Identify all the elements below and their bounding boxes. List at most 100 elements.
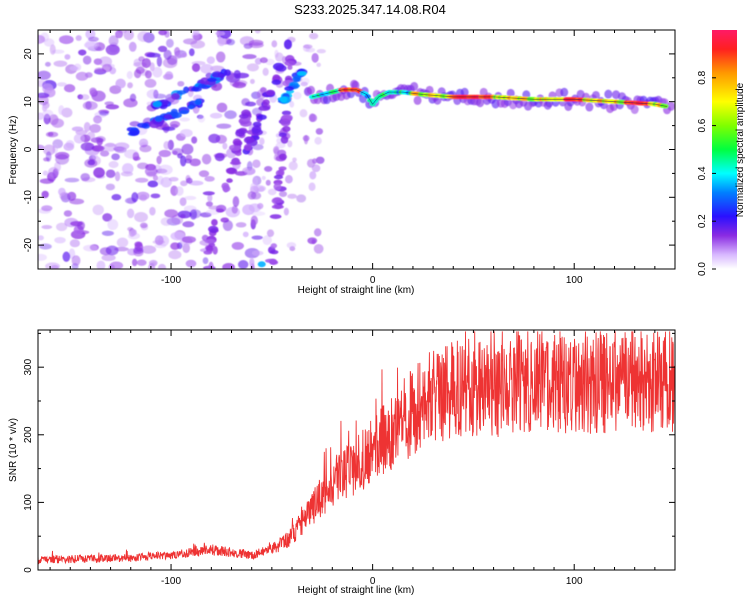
spectrogram-cell xyxy=(216,123,232,129)
spectrogram-cell xyxy=(181,52,187,58)
spectrogram-cell xyxy=(211,219,218,226)
spectrogram-cell xyxy=(269,214,282,219)
spectrogram-cell xyxy=(209,112,223,119)
spectrogram-cell xyxy=(254,30,261,34)
spectrogram-cell xyxy=(158,164,173,175)
spectrogram-cell xyxy=(168,176,179,182)
spectrogram-cell xyxy=(63,84,76,93)
spectrogram-cell xyxy=(476,98,485,108)
spectrogram-cell xyxy=(71,255,81,266)
snr-xtick-label: -100 xyxy=(161,576,181,587)
spectrogram-cell xyxy=(69,198,85,205)
spectrogram-cell xyxy=(506,88,515,98)
spectrogram-cell xyxy=(180,213,186,219)
spectrogram-cell xyxy=(132,258,138,267)
spectrogram-cell xyxy=(351,80,360,90)
spectrogram-cell xyxy=(222,262,235,269)
spectrogram-cell xyxy=(280,118,291,127)
spectrogram-cell xyxy=(92,151,98,160)
spectrogram-cell xyxy=(243,144,252,151)
spectrogram-cell xyxy=(170,231,185,241)
spectrogram-cell xyxy=(235,222,247,228)
spectrogram-cell xyxy=(185,154,193,161)
spectrogram-cell xyxy=(284,86,295,92)
spectrogram-cell xyxy=(180,180,188,187)
spectrogram-cell xyxy=(144,70,152,79)
spectrogram-cell xyxy=(117,30,127,34)
spectrogram-cell xyxy=(41,190,49,199)
spectrogram-cell xyxy=(224,69,231,76)
spectrogram-ytick-label: 20 xyxy=(23,48,34,60)
spectrogram-cell xyxy=(242,204,255,216)
spectrogram-cell xyxy=(218,73,225,79)
spectrogram-cell xyxy=(315,128,324,135)
spectrogram-cell xyxy=(127,232,141,240)
spectrogram-cell xyxy=(149,206,156,216)
snr-ytick-label: 200 xyxy=(23,426,34,443)
spectrogram-cell xyxy=(229,144,241,151)
spectrogram-cell xyxy=(609,102,618,112)
spectrogram-cell xyxy=(157,263,167,269)
spectrogram-cell xyxy=(98,56,113,67)
spectrogram-cell xyxy=(410,81,419,91)
spectrogram-cell xyxy=(311,52,319,63)
spectrogram-cell xyxy=(38,34,46,44)
spectrogram-cell xyxy=(93,115,103,124)
spectrogram-cell xyxy=(306,85,315,95)
spectrogram-xtick-label: 100 xyxy=(566,275,583,286)
spectrogram-cell xyxy=(105,183,116,191)
spectrogram-cell xyxy=(104,101,114,106)
spectrogram-cell xyxy=(128,41,137,52)
spectrogram-cell xyxy=(45,151,52,162)
spectrogram-cell xyxy=(95,136,106,143)
spectrogram-cell xyxy=(105,44,120,56)
spectrogram-cell xyxy=(105,142,116,148)
spectrogram-cell xyxy=(250,182,259,192)
spectrogram-cell xyxy=(85,101,92,110)
spectrogram-cell xyxy=(54,236,66,244)
spectrogram-cell xyxy=(111,194,122,201)
spectrogram-cell xyxy=(252,121,262,128)
spectrogram-cell xyxy=(222,142,228,150)
spectrogram-cell xyxy=(158,30,168,36)
spectrogram-cell xyxy=(252,143,264,151)
spectrogram-cell xyxy=(136,259,147,266)
spectrogram-cell xyxy=(207,193,213,203)
spectrogram-cell xyxy=(249,78,255,85)
spectrogram-cell xyxy=(264,258,276,263)
spectrogram-cell xyxy=(146,52,161,58)
spectrogram-cell xyxy=(64,177,80,183)
colorbar-tick-label: 0.4 xyxy=(697,166,708,180)
spectrogram-cell xyxy=(177,81,185,87)
spectrogram-cell xyxy=(164,209,179,218)
spectrogram-cell xyxy=(116,237,129,248)
spectrogram-cell xyxy=(179,197,187,206)
spectrogram-cell xyxy=(51,118,64,128)
spectrogram-cell xyxy=(262,235,272,246)
spectrogram-cell xyxy=(146,89,160,99)
spectrogram-ytick-label: -20 xyxy=(23,237,34,252)
spectrogram-cell xyxy=(82,55,92,65)
spectrogram-cell xyxy=(275,142,286,149)
spectrogram-cell xyxy=(210,65,225,72)
spectrogram-cell xyxy=(141,58,151,69)
spectrogram-cell xyxy=(241,98,250,107)
spectrogram-cell xyxy=(89,87,97,96)
spectrogram-xlabel: Height of straight line (km) xyxy=(298,285,415,296)
spectrogram-cell xyxy=(102,213,113,222)
spectrogram-cell xyxy=(284,60,296,67)
spectrogram-cell xyxy=(101,230,114,236)
spectrogram-cell xyxy=(198,170,210,178)
spectrogram-cell xyxy=(127,82,133,89)
spectrogram-cell xyxy=(262,99,270,106)
spectrogram-cell xyxy=(136,122,148,129)
spectrogram-cell xyxy=(124,197,137,204)
spectrogram-cell xyxy=(272,74,281,82)
snr-line xyxy=(38,331,675,565)
spectrogram-cell xyxy=(99,110,109,116)
spectrogram-cell xyxy=(156,155,162,165)
spectrogram-cell xyxy=(182,221,195,228)
spectrogram-cell xyxy=(208,261,214,269)
spectrogram-cell xyxy=(137,31,150,42)
